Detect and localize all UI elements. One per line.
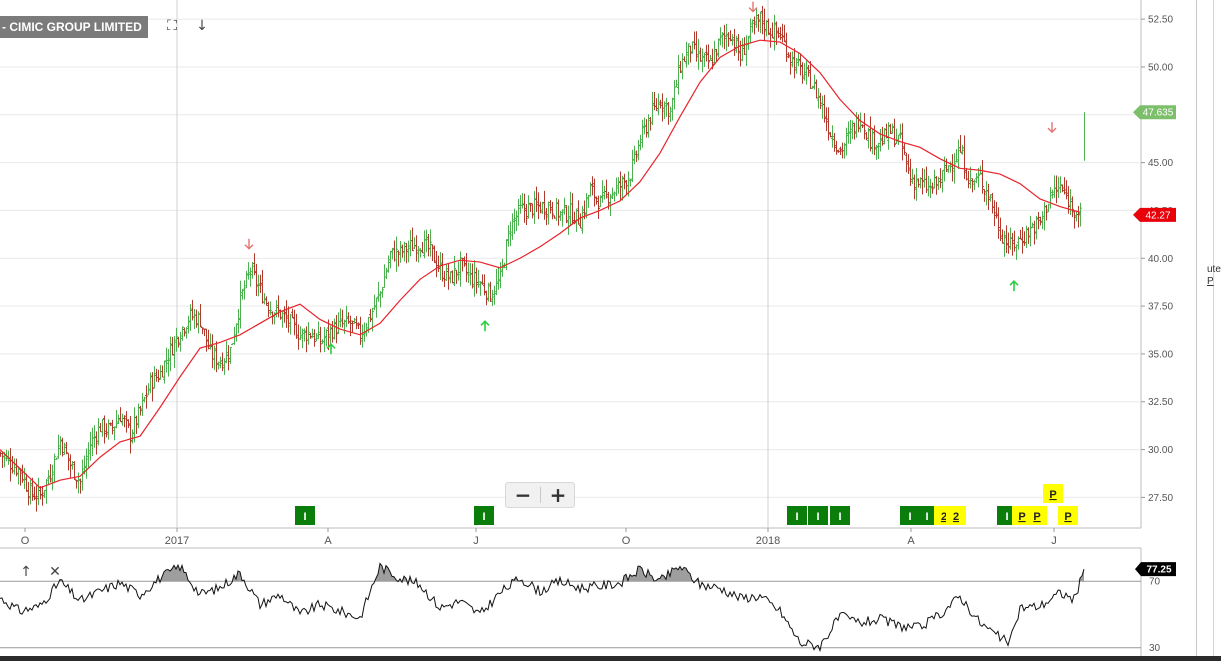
y-tick-label: 37.50: [1148, 302, 1173, 313]
bottom-bar: [0, 656, 1221, 661]
event-marker-label: I: [795, 511, 798, 523]
zoom-separator: [540, 487, 541, 503]
event-marker: [1058, 506, 1078, 525]
event-marker: [474, 506, 494, 525]
event-marker-label: I: [1005, 511, 1008, 523]
x-tick-label: 2017: [165, 535, 189, 547]
event-marker: [1043, 484, 1063, 503]
event-marker-label: I: [482, 511, 485, 523]
side-panel-text: ute: [1207, 264, 1221, 275]
side-panel-link[interactable]: P: [1207, 276, 1214, 287]
event-marker: [900, 506, 920, 525]
side-panel: [1196, 0, 1221, 661]
x-tick-label: J: [473, 535, 479, 547]
expand-icon[interactable]: ⛶: [167, 18, 177, 34]
buy-signal-arrow: [480, 320, 490, 332]
arrow-down-icon[interactable]: ↓: [196, 18, 208, 34]
y-tick-label: 45.00: [1148, 158, 1173, 169]
last-price-tag: [1133, 105, 1176, 120]
event-marker: [830, 506, 850, 525]
event-marker: [917, 506, 937, 525]
ma-price-tag: [1133, 207, 1176, 222]
ma-price-tag-text: 42.27: [1145, 210, 1170, 221]
event-marker: [295, 506, 315, 525]
y-tick-label: 35.00: [1148, 349, 1173, 360]
osc-tick-label: 70: [1149, 577, 1161, 588]
y-tick-label: 32.50: [1148, 397, 1173, 408]
zoom-control: − +: [505, 482, 575, 508]
overbought-area: [0, 563, 1084, 582]
event-marker-label: I: [303, 511, 306, 523]
x-tick-label: J: [1051, 535, 1057, 547]
event-marker-label: I: [816, 511, 819, 523]
sell-signal-arrow: [748, 1, 758, 13]
event-marker-label: I: [908, 511, 911, 523]
event-marker-label: 2: [953, 511, 959, 523]
y-tick-label: 30.00: [1148, 445, 1173, 456]
chart-title[interactable]: - CIMIC GROUP LIMITED: [0, 16, 148, 38]
event-marker-label: 2: [941, 511, 947, 523]
arrow-up-icon[interactable]: ↑: [20, 564, 32, 580]
x-tick-label: A: [324, 535, 332, 547]
side-panel-divider: [1213, 0, 1221, 661]
x-tick-label: O: [622, 535, 631, 547]
y-tick-label: 52.50: [1148, 15, 1173, 26]
sell-signal-arrow: [244, 238, 254, 250]
last-price-tag-text: 47.635: [1143, 108, 1174, 119]
event-marker-label: I: [838, 511, 841, 523]
x-tick-label: O: [21, 535, 30, 547]
y-tick-label: 50.00: [1148, 62, 1173, 73]
event-marker-label: I: [925, 511, 928, 523]
event-marker-label: P: [1064, 511, 1071, 523]
oscillator-value-text: 77.25: [1146, 565, 1171, 576]
buy-signal-arrow: [326, 343, 336, 355]
event-marker-label: P: [1033, 511, 1040, 523]
zoom-out-button[interactable]: −: [514, 483, 532, 507]
y-tick-label: 40.00: [1148, 254, 1173, 265]
event-marker: [787, 506, 807, 525]
oscillator-value-tag: [1135, 562, 1176, 577]
close-icon[interactable]: ✕: [49, 564, 61, 580]
moving-average-line: [0, 39, 1081, 489]
event-marker-label: P: [1049, 489, 1056, 501]
event-marker-label: P: [1018, 511, 1025, 523]
oversold-area: [0, 647, 1084, 651]
event-marker: [946, 506, 966, 525]
buy-signal-arrow: [1009, 279, 1019, 292]
sell-signal-arrow: [1047, 122, 1057, 134]
x-tick-label: A: [907, 535, 915, 547]
event-marker: [808, 506, 828, 525]
x-tick-label: 2018: [756, 535, 780, 547]
oscillator-line: [0, 562, 1085, 653]
y-tick-label: 27.50: [1148, 493, 1173, 504]
event-marker: [1027, 506, 1047, 525]
zoom-in-button[interactable]: +: [549, 483, 567, 507]
osc-tick-label: 30: [1149, 643, 1161, 654]
